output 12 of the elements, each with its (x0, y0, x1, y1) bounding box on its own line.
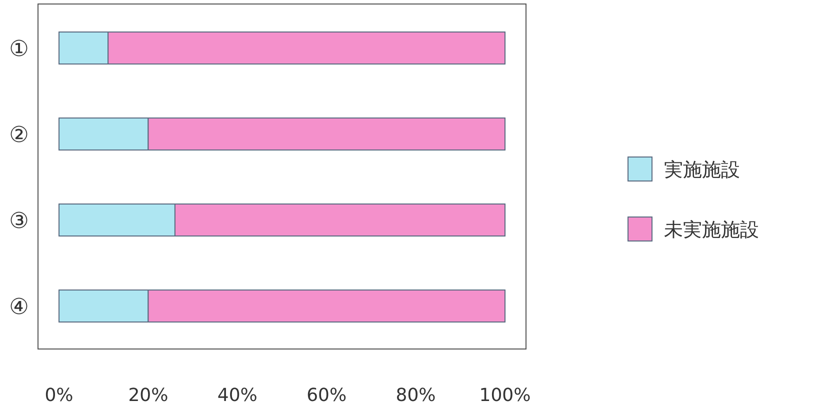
x-tick-label: 40% (217, 385, 258, 406)
x-tick-label: 0% (44, 385, 74, 406)
y-tick-label: ② (9, 123, 29, 148)
y-tick-label: ① (9, 37, 29, 62)
y-tick-label: ③ (9, 209, 29, 234)
x-tick-label: 60% (306, 385, 347, 406)
legend-label: 未実施施設 (664, 219, 759, 241)
x-tick-label: 80% (396, 385, 436, 406)
y-tick-label: ④ (9, 295, 29, 320)
x-tick-label: 20% (128, 385, 168, 406)
x-tick-label: 100% (479, 385, 531, 406)
legend-label: 実施施設 (664, 159, 740, 181)
